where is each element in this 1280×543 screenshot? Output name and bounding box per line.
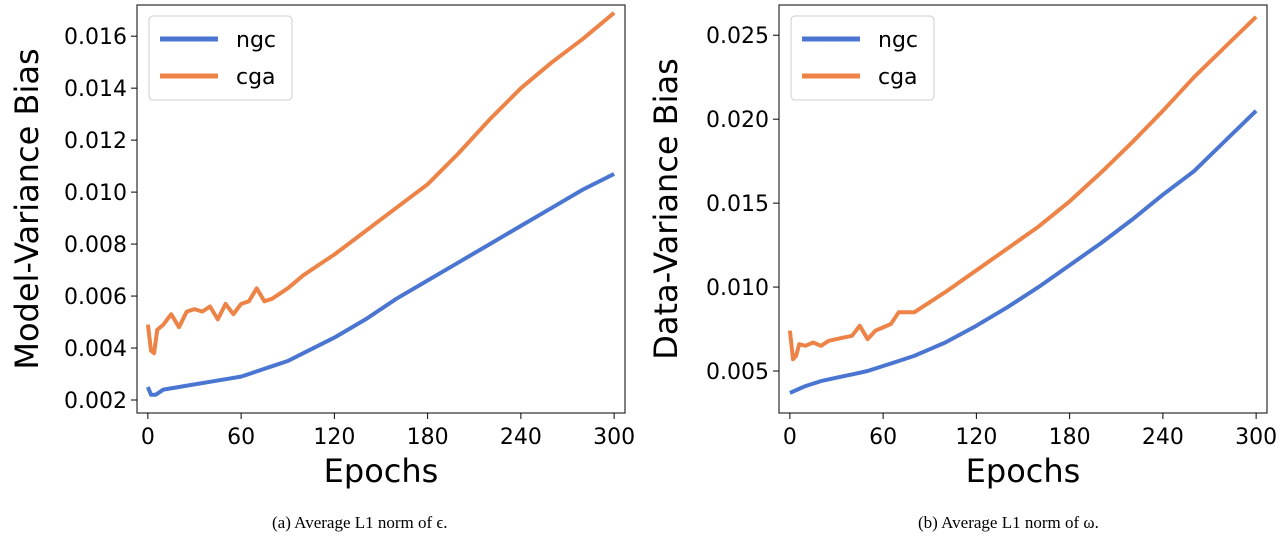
x-tick-label: 120 — [313, 425, 355, 450]
y-tick-label: 0.020 — [706, 108, 769, 133]
series-lines — [145, 11, 616, 397]
y-axis-title: Data-Variance Bias — [647, 58, 685, 360]
figure-caption: (b) Average L1 norm of ω. — [918, 513, 1099, 532]
x-tick-label: 180 — [1049, 425, 1091, 450]
x-tick-label: 60 — [227, 425, 255, 450]
series-line-cga — [787, 15, 1258, 362]
x-tick-label: 240 — [500, 425, 542, 450]
y-axis-ticks: 0.005 0.010 0.015 0.020 0.025 — [706, 24, 779, 385]
x-tick-label: 0 — [141, 425, 155, 450]
plot-area-frame — [778, 4, 1268, 414]
y-tick-label: 0.008 — [64, 233, 127, 258]
x-tick-label: 120 — [955, 425, 997, 450]
x-tick-label: 240 — [1142, 425, 1184, 450]
y-tick-label: 0.004 — [64, 337, 127, 362]
y-tick-label: 0.012 — [64, 129, 127, 154]
chart-panel-a: 0 60 120 180 240 300 0.002 0.004 0.006 0.008 0.01… — [8, 4, 635, 532]
x-tick-label: 60 — [869, 425, 897, 450]
x-tick-label: 0 — [783, 425, 797, 450]
series-line-ngc — [789, 109, 1258, 395]
x-tick-label: 180 — [407, 425, 449, 450]
x-tick-label: 300 — [1235, 425, 1277, 450]
legend: ngc cga — [148, 15, 293, 101]
legend-label-cga: cga — [236, 65, 276, 90]
legend-label-ngc: ngc — [236, 28, 276, 53]
x-axis-title: Epochs — [324, 452, 439, 490]
y-tick-label: 0.015 — [706, 192, 769, 217]
y-tick-label: 0.006 — [64, 285, 127, 310]
series-line-ngc — [146, 172, 615, 397]
series-line-cga — [145, 11, 616, 356]
y-tick-label: 0.025 — [706, 24, 769, 49]
series-lines — [787, 15, 1258, 395]
x-axis-ticks: 0 60 120 180 240 300 — [141, 413, 635, 450]
y-tick-label: 0.002 — [64, 389, 127, 414]
plot-area-frame — [136, 4, 626, 414]
legend-label-ngc: ngc — [878, 28, 918, 53]
x-axis-ticks: 0 60 120 180 240 300 — [783, 413, 1277, 450]
y-axis-ticks: 0.002 0.004 0.006 0.008 0.010 0.012 0.014 0.016 — [64, 25, 137, 414]
y-tick-label: 0.010 — [64, 181, 127, 206]
chart-panel-b: 0 60 120 180 240 300 0.005 0.010 0.015 0.020 0.02… — [647, 4, 1277, 532]
figure-caption: (a) Average L1 norm of ϵ. — [272, 513, 448, 532]
y-tick-label: 0.016 — [64, 25, 127, 50]
y-tick-label: 0.005 — [706, 360, 769, 385]
legend-label-cga: cga — [878, 65, 918, 90]
y-axis-title: Model-Variance Bias — [8, 48, 46, 369]
x-tick-label: 300 — [593, 425, 635, 450]
y-tick-label: 0.014 — [64, 77, 127, 102]
x-axis-title: Epochs — [966, 452, 1081, 490]
y-tick-label: 0.010 — [706, 276, 769, 301]
legend: ngc cga — [790, 15, 935, 101]
